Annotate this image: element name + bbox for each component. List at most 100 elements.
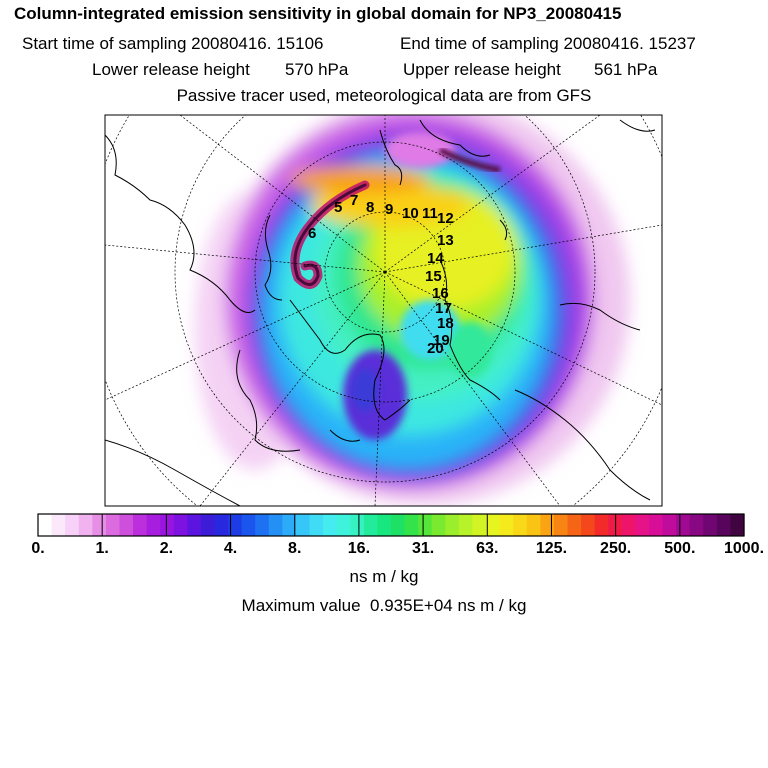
colorbar-cell <box>540 514 555 536</box>
colorbar-cell <box>567 514 582 536</box>
trajectory-labels: 5 6 7 8 9 10 11 12 13 14 15 16 17 18 19 … <box>308 192 454 357</box>
traj-label-13: 13 <box>437 232 454 249</box>
colorbar-tick-label: 250. <box>600 540 632 557</box>
graticule <box>105 115 662 506</box>
colorbar-cell <box>526 514 541 536</box>
colorbar-cell <box>472 514 487 536</box>
colorbar-cell <box>92 514 107 536</box>
colorbar-cell <box>418 514 433 536</box>
colorbar-cell <box>730 514 745 536</box>
colorbar-tick-label: 63. <box>476 540 499 557</box>
colorbar-cell <box>268 514 283 536</box>
traj-label-10: 10 <box>402 205 419 222</box>
colorbar-cell <box>255 514 270 536</box>
colorbar-tick-label: 2. <box>159 540 174 557</box>
colorbar-cell <box>621 514 636 536</box>
colorbar-cell <box>581 514 596 536</box>
maximum-value-number: 0.935E+04 <box>370 596 453 615</box>
lower-release-label: Lower release height <box>92 60 250 79</box>
colorbar-cell <box>38 514 53 536</box>
maximum-value-unit: ns m / kg <box>457 596 527 615</box>
traj-label-7: 7 <box>350 192 358 209</box>
traj-label-6: 6 <box>308 225 316 242</box>
colorbar-cell <box>200 514 216 536</box>
colorbar-cell <box>431 514 446 536</box>
colorbar-tick-label: 4. <box>223 540 238 557</box>
colorbar-cell <box>458 514 474 536</box>
upper-release-value: 561 hPa <box>594 60 658 79</box>
coastlines <box>105 119 656 506</box>
colorbar-cell <box>594 514 609 536</box>
colorbar-cell <box>295 514 311 536</box>
traj-label-14: 14 <box>427 250 444 267</box>
colorbar-cell <box>363 514 379 536</box>
colorbar-cell <box>377 514 392 536</box>
traj-label-11: 11 <box>422 205 438 222</box>
colorbar-cell <box>282 514 297 536</box>
tracer-note: Passive tracer used, meteorological data… <box>176 86 592 105</box>
map-frame <box>104 114 663 507</box>
lower-release-value: 570 hPa <box>285 60 349 79</box>
maximum-value: Maximum value 0.935E+04 ns m / kg <box>0 596 768 616</box>
traj-label-8: 8 <box>366 199 374 216</box>
colorbar-cell <box>350 514 365 536</box>
colorbar-cell <box>241 514 256 536</box>
traj-label-20: 20 <box>427 340 444 357</box>
colorbar-cell <box>662 514 677 536</box>
colorbar-tick-label: 1. <box>95 540 109 557</box>
plot-title: Column-integrated emission sensitivity i… <box>14 4 622 23</box>
colorbar-cell <box>105 514 121 536</box>
traj-label-16: 16 <box>432 285 449 302</box>
end-time: End time of sampling 20080416. 15237 <box>400 34 696 53</box>
traj-label-19: 19 <box>433 332 450 349</box>
colorbar-tick-label: 16. <box>347 540 371 557</box>
colorbar-cell <box>404 514 419 536</box>
colorbar-cell <box>513 514 528 536</box>
colorbar-cell <box>146 514 161 536</box>
colorbar-cell <box>187 514 202 536</box>
colorbar-cell <box>499 514 514 536</box>
traj-label-17: 17 <box>435 300 452 317</box>
colorbar-cell <box>78 514 93 536</box>
colorbar-cell <box>703 514 718 536</box>
colorbar-cell <box>486 514 501 536</box>
traj-label-9: 9 <box>385 201 393 218</box>
traj-label-12: 12 <box>437 210 454 227</box>
colorbar-cell <box>336 514 351 536</box>
colorbar-cell <box>309 514 324 536</box>
colorbar-frame <box>37 513 745 537</box>
colorbar-tick-label: 125. <box>535 540 568 557</box>
colorbar-tick-label: 500. <box>664 540 696 557</box>
colorbar-cell <box>214 514 229 536</box>
colorbar-tick-label: 8. <box>288 540 302 557</box>
colorbar-cell <box>635 514 650 536</box>
colorbar-cell <box>391 514 406 536</box>
start-time: Start time of sampling 20080416. 15106 <box>22 34 324 53</box>
colorbar-tick-label: 0. <box>31 540 45 557</box>
colorbar-unit: ns m / kg <box>349 567 419 586</box>
colorbar-cell <box>133 514 148 536</box>
traj-label-5: 5 <box>334 199 342 216</box>
upper-release-label: Upper release height <box>403 60 561 79</box>
colorbar-cell <box>173 514 188 536</box>
colorbar-cells <box>38 514 745 536</box>
colorbar-cell <box>716 514 732 536</box>
colorbar-dividers <box>101 514 681 536</box>
colorbar-cell <box>689 514 704 536</box>
traj-label-15: 15 <box>425 268 442 285</box>
colorbar-cell <box>119 514 134 536</box>
colorbar-tick-label: 1000. <box>723 540 765 557</box>
colorbar-cell <box>323 514 338 536</box>
plume-field <box>195 115 630 505</box>
colorbar-cell <box>51 514 66 536</box>
colorbar-tick-label: 31. <box>411 540 435 557</box>
colorbar-cell <box>676 514 691 536</box>
colorbar-cell <box>228 514 243 536</box>
colorbar-cell <box>160 514 175 536</box>
colorbar-cell <box>65 514 80 536</box>
colorbar-cell <box>553 514 569 536</box>
colorbar-cell <box>648 514 664 536</box>
maximum-value-label: Maximum value <box>241 596 361 615</box>
